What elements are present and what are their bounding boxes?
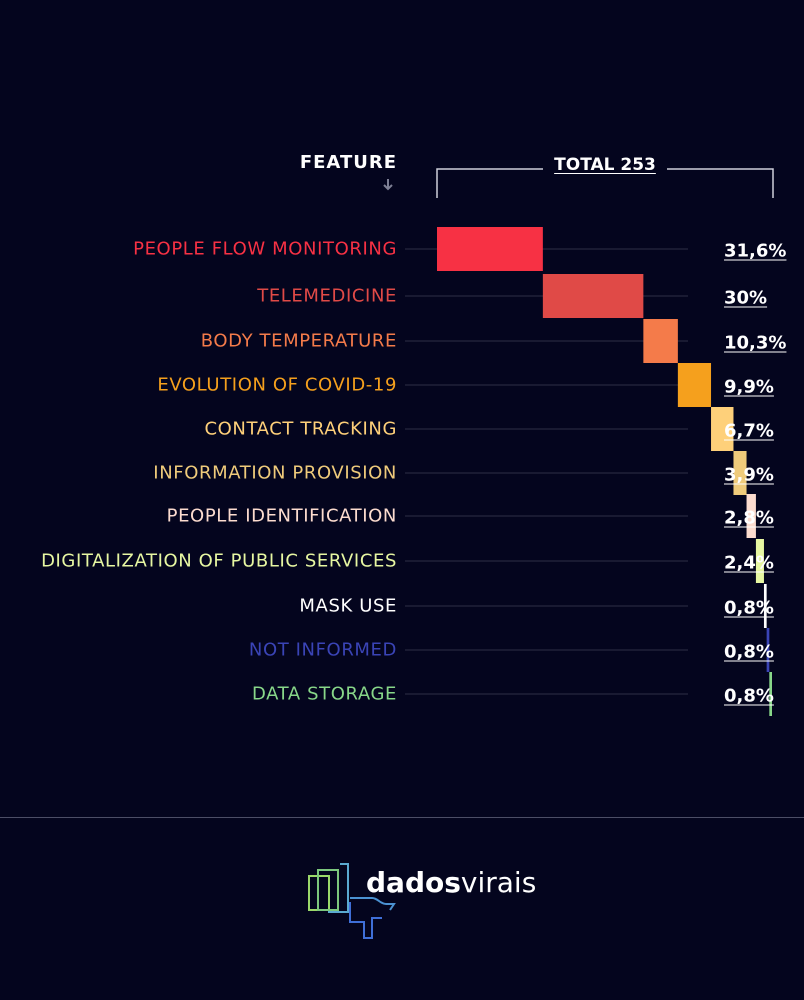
value-label: 0,8% [724, 597, 774, 619]
bar-information-provision [733, 451, 747, 495]
value-label: 2,4% [724, 552, 774, 574]
value-label: 31,6% [724, 240, 787, 262]
value-label: 10,3% [724, 332, 787, 354]
brand-name-light: virais [460, 866, 537, 899]
bar-digitalization-of-public-services [755, 539, 764, 583]
value-label: 0,8% [724, 641, 774, 663]
value-label: 30% [724, 287, 768, 309]
category-label: BODY TEMPERATURE [200, 330, 397, 352]
bar-not-informed [766, 628, 770, 672]
category-label: MASK USE [299, 595, 397, 617]
category-label: INFORMATION PROVISION [153, 462, 397, 484]
bar-body-temperature [643, 319, 678, 363]
category-label: PEOPLE IDENTIFICATION [166, 505, 397, 527]
bar-people-flow-monitoring [437, 227, 543, 271]
bar-data-storage [769, 672, 772, 716]
category-label: PEOPLE FLOW MONITORING [133, 238, 397, 260]
value-label: 0,8% [724, 685, 774, 707]
category-label: NOT INFORMED [248, 639, 397, 661]
dadosvirais-logo-icon [308, 863, 396, 939]
category-label: EVOLUTION OF COVID-19 [157, 374, 397, 396]
footer-divider [0, 817, 804, 818]
value-label: 2,8% [724, 507, 774, 529]
bar-contact-tracking [711, 407, 734, 451]
value-label: 3,9% [724, 464, 774, 486]
category-label: TELEMEDICINE [257, 285, 397, 307]
bar-evolution-of-covid-19 [677, 363, 712, 407]
category-label: CONTACT TRACKING [204, 418, 397, 440]
category-label: DATA STORAGE [252, 683, 397, 705]
feature-header: FEATURE [299, 152, 397, 173]
brand-name-bold: dados [366, 866, 461, 899]
value-label: 9,9% [724, 376, 774, 398]
bar-mask-use [763, 584, 767, 628]
category-label: DIGITALIZATION OF PUBLIC SERVICES [41, 550, 397, 572]
bar-telemedicine [542, 274, 644, 318]
total-label: TOTAL 253 [543, 155, 667, 175]
brand-name: dadosvirais [366, 866, 536, 899]
bar-people-identification [746, 494, 756, 538]
arrow-down-icon [383, 179, 393, 191]
value-label: 6,7% [724, 420, 774, 442]
